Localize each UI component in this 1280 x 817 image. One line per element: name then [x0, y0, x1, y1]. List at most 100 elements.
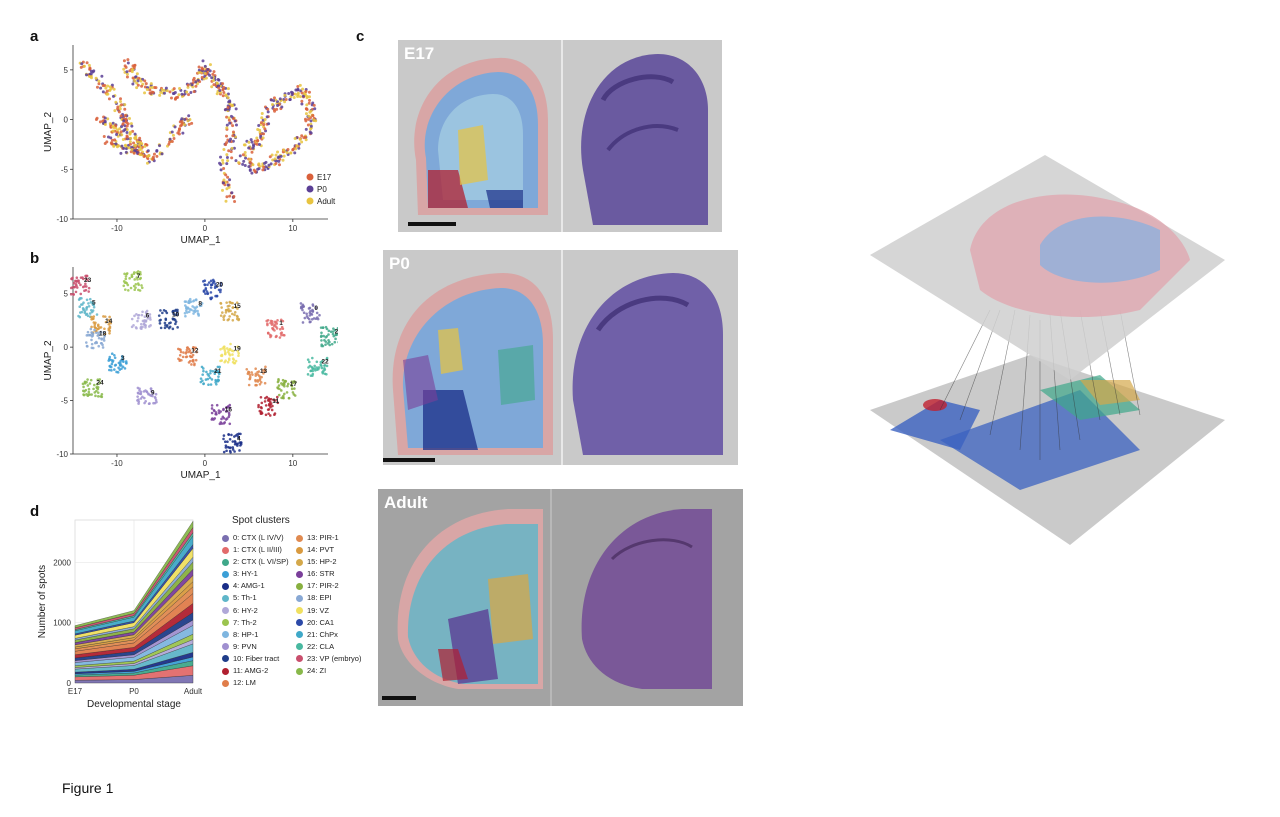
umap-point: [114, 100, 118, 104]
umap-point: [219, 281, 223, 285]
umap-point: [136, 272, 140, 276]
umap-point: [311, 356, 314, 360]
umap-point: [199, 377, 203, 380]
umap-point: [172, 87, 176, 91]
umap-point: [125, 72, 129, 76]
umap-point: [185, 309, 188, 313]
umap-point: [87, 290, 91, 293]
umap-point: [151, 394, 154, 398]
umap-point: [210, 85, 214, 89]
umap-point: [146, 154, 150, 158]
umap-point: [304, 112, 308, 116]
umap-point: [232, 194, 236, 198]
umap-point: [146, 314, 150, 317]
cluster-label: 5: [92, 300, 96, 307]
legend-label: 11: AMG-2: [233, 666, 269, 676]
umap-point: [332, 327, 335, 330]
umap-point: [262, 372, 265, 375]
legend-label: 8: HP-1: [233, 629, 259, 639]
umap-point: [257, 403, 260, 407]
he-tissue-adult: [581, 509, 712, 689]
umap-point: [100, 341, 103, 345]
umap-point: [152, 152, 156, 156]
umap-point: [120, 125, 124, 129]
umap-point: [202, 382, 205, 385]
umap-point: [86, 330, 90, 334]
umap-point: [107, 322, 111, 326]
umap-point: [72, 281, 76, 285]
umap-point: [162, 89, 166, 93]
umap-point: [259, 410, 263, 413]
umap-point: [126, 289, 130, 292]
umap-point: [139, 79, 143, 83]
stage-label-e17: E17: [404, 44, 435, 63]
umap-point: [136, 79, 140, 83]
legend-label: 14: PVT: [307, 545, 335, 555]
umap-point: [169, 96, 173, 100]
umap-point: [103, 119, 107, 123]
umap-point: [128, 277, 131, 280]
umap-point: [200, 302, 204, 305]
umap-point: [183, 311, 187, 315]
legend-label: 6: HY-2: [233, 605, 258, 615]
umap-point: [272, 99, 276, 103]
umap-point: [136, 399, 139, 402]
umap-point: [93, 383, 96, 387]
legend-item: 15: HP-2: [296, 556, 361, 568]
umap-point: [165, 89, 169, 93]
legend-item: 12: LM: [222, 677, 289, 689]
umap-point: [239, 441, 243, 444]
umap-point: [143, 91, 147, 95]
umap-point: [116, 105, 120, 109]
umap-point: [131, 82, 135, 86]
umap-point: [316, 317, 320, 321]
umap-point: [314, 306, 318, 310]
umap-point: [322, 334, 326, 338]
umap-point: [260, 401, 264, 405]
umap-point: [231, 440, 235, 443]
cluster-label: 6: [146, 312, 150, 319]
umap-point: [151, 157, 155, 161]
umap-point: [163, 321, 167, 325]
umap-point: [270, 408, 274, 412]
umap-point: [304, 127, 308, 131]
x-tick-label: E17: [68, 687, 83, 696]
umap-point: [226, 96, 230, 100]
umap-point: [117, 110, 121, 114]
umap-point: [225, 162, 229, 166]
umap-point: [84, 282, 87, 286]
umap-point: [325, 356, 329, 360]
umap-point: [266, 323, 269, 327]
umap-point: [133, 288, 137, 292]
umap-point: [100, 395, 104, 399]
umap-point: [323, 364, 326, 367]
umap-point: [83, 289, 86, 293]
umap-point: [90, 310, 94, 314]
umap-point: [135, 72, 139, 76]
umap-point: [266, 107, 270, 111]
legend-item: 23: VP (embryo): [296, 653, 361, 665]
umap-point: [308, 364, 312, 368]
umap-point: [210, 411, 214, 415]
umap-point: [317, 367, 320, 371]
umap-point: [196, 309, 199, 313]
umap-point: [248, 373, 252, 377]
umap-point: [224, 444, 228, 447]
umap-point: [125, 70, 129, 74]
umap-point: [296, 88, 300, 92]
umap-point: [241, 153, 245, 157]
legend-item: 16: STR: [296, 568, 361, 580]
umap-point: [165, 324, 169, 327]
umap-point: [288, 98, 292, 102]
umap-point: [290, 380, 294, 383]
umap-point: [264, 160, 268, 164]
umap-point: [163, 326, 167, 330]
umap-point: [264, 365, 267, 369]
umap-point: [126, 61, 130, 65]
umap-point: [106, 84, 110, 88]
umap-point: [337, 341, 338, 344]
umap-point: [96, 323, 100, 327]
umap-point: [120, 144, 124, 148]
umap-point: [125, 128, 129, 132]
